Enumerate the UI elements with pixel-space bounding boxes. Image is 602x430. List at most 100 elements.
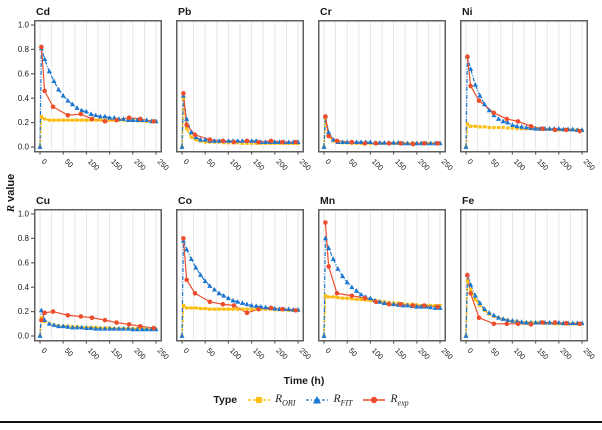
x-tick-label: 250 [582,346,597,361]
x-tick-label: 200 [416,157,431,172]
subplot-co: Co 0 50 100 150 200 250 [176,193,313,361]
subplot-title-pb: Pb [178,6,192,18]
y-tick-label: 0.6 [18,258,30,267]
y-tick-label: 0.0 [18,143,30,152]
x-tick-label: 50 [205,157,217,169]
subplot-fe: Fe 0 50 100 150 200 250 [460,193,597,361]
subplot-plot-cd: 0 50 100 150 200 250 0.0 0.2 0.4 0.6 0.8 1.0 [18,20,171,172]
subplot-plot-co: 0 50 100 150 200 250 [176,209,313,361]
x-tick-label: 0 [466,346,475,355]
subplot-plot-pb: 0 50 100 150 200 250 [176,20,313,172]
x-tick-label: 250 [440,157,455,172]
square-marker-icon [248,397,271,404]
legend-item-ori: RORI [247,393,295,407]
x-tick-label: 200 [558,346,573,361]
legend-label-exp: Rexp [390,393,409,408]
x-tick-label: 50 [63,346,75,358]
subplot-plot-ni: 0 50 100 150 200 250 [460,20,597,172]
x-tick-label: 50 [489,157,501,169]
subplot-title-cd: Cd [36,6,50,18]
x-tick-label: 50 [489,346,501,358]
panels-grid: Cd 0 50 100 150 200 250 0.0 0.2 0.4 0.6 0.8 1.0 Pb 0 50… [18,4,597,172]
x-tick-label: 200 [274,346,289,361]
x-tick-label: 150 [535,346,550,361]
subplot-title-cu: Cu [36,195,50,207]
y-axis-label: R value [5,148,19,238]
y-axis-label-rest: value [5,173,17,205]
x-tick-label: 100 [228,157,243,172]
subplot-cr: Cr 0 50 100 150 200 250 [318,4,455,172]
panels-grid-row2: Cu 0 50 100 150 200 250 0.0 0.2 0.4 0.6 0.8 1.0 Co 0 50… [18,193,597,361]
x-tick-label: 150 [535,157,550,172]
x-tick-label: 0 [182,346,191,355]
x-tick-label: 150 [109,346,124,361]
subplot-title-co: Co [178,195,192,207]
y-tick-label: 0.2 [18,118,30,127]
subplot-mn: Mn 0 50 100 150 200 250 [318,193,455,361]
x-tick-label: 0 [324,157,333,166]
legend-label-fit: RFIT [333,393,353,408]
x-tick-label: 200 [132,346,147,361]
x-tick-label: 200 [274,157,289,172]
legend-title: Type [213,394,238,407]
x-tick-label: 250 [156,157,171,172]
subplot-title-mn: Mn [320,195,336,207]
x-tick-label: 50 [63,157,75,169]
x-tick-label: 150 [251,157,266,172]
x-axis-label: Time (h) [283,375,325,387]
legend-item-fit: RFIT [305,393,352,407]
bottom-rule [0,421,602,423]
x-tick-label: 250 [298,346,313,361]
x-tick-label: 250 [298,157,313,172]
legend-item-exp: Rexp [362,393,409,408]
x-tick-label: 200 [558,157,573,172]
x-tick-label: 0 [40,346,49,355]
subplot-cu: Cu 0 50 100 150 200 250 0.0 0.2 0.4 0.6 0.8 1.0 [18,193,171,361]
x-tick-label: 200 [416,346,431,361]
subplot-title-fe: Fe [462,195,475,207]
x-tick-label: 100 [228,346,243,361]
y-tick-label: 1.0 [18,210,30,219]
x-tick-label: 100 [512,157,527,172]
x-tick-label: 100 [370,346,385,361]
x-tick-label: 150 [393,346,408,361]
y-tick-label: 0.2 [18,307,30,316]
x-tick-label: 0 [324,346,333,355]
x-tick-label: 250 [156,346,171,361]
subplot-title-cr: Cr [320,6,332,18]
subplot-plot-mn: 0 50 100 150 200 250 [318,209,455,361]
y-tick-label: 0.4 [18,94,30,103]
subplot-ni: Ni 0 50 100 150 200 250 [460,4,597,172]
x-tick-label: 0 [182,157,191,166]
y-tick-label: 0.0 [18,332,30,341]
triangle-marker-icon [306,396,329,404]
y-tick-label: 1.0 [18,21,30,30]
subplot-cd: Cd 0 50 100 150 200 250 0.0 0.2 0.4 0.6 0.8 1.0 [18,4,171,172]
x-tick-label: 100 [512,346,527,361]
x-tick-label: 100 [86,157,101,172]
x-tick-label: 0 [40,157,49,166]
panels-area: Cd 0 50 100 150 200 250 0.0 0.2 0.4 0.6 0.8 1.0 Pb 0 50… [18,4,597,387]
x-tick-label: 150 [251,346,266,361]
y-tick-label: 0.8 [18,45,30,54]
y-tick-label: 0.6 [18,69,30,78]
subplot-plot-cu: 0 50 100 150 200 250 0.0 0.2 0.4 0.6 0.8 1.0 [18,209,171,361]
x-tick-label: 50 [205,346,217,358]
subplot-title-ni: Ni [462,6,473,18]
y-tick-label: 0.8 [18,234,30,243]
x-tick-label: 200 [132,157,147,172]
legend-label-ori: RORI [275,393,296,408]
x-tick-label: 250 [582,157,597,172]
x-tick-label: 100 [370,157,385,172]
subplot-plot-cr: 0 50 100 150 200 250 [318,20,455,172]
legend: Type RORI RFIT Rexp [34,393,588,407]
x-tick-label: 150 [393,157,408,172]
circle-marker-icon [363,396,386,404]
x-tick-label: 250 [440,346,455,361]
y-axis-label-italic: R [5,204,17,213]
x-tick-label: 150 [109,157,124,172]
subplot-pb: Pb 0 50 100 150 200 250 [176,4,313,172]
x-tick-label: 100 [86,346,101,361]
x-tick-label: 50 [347,157,359,169]
